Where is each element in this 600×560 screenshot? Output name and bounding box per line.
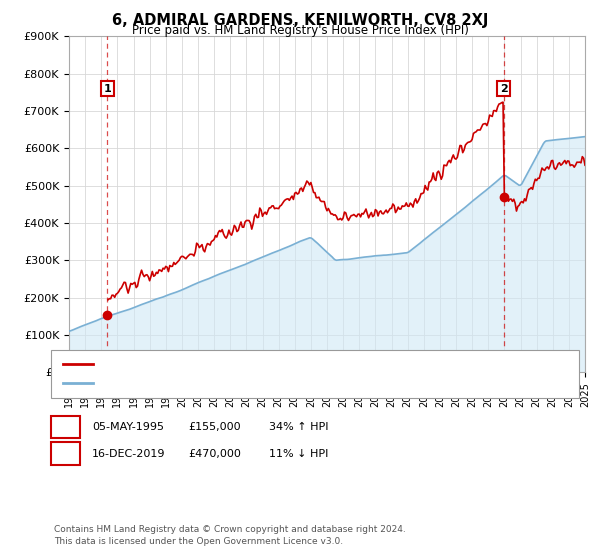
Text: 1: 1: [61, 420, 70, 433]
Text: 6, ADMIRAL GARDENS, KENILWORTH, CV8 2XJ (detached house): 6, ADMIRAL GARDENS, KENILWORTH, CV8 2XJ …: [99, 359, 430, 369]
Text: Contains HM Land Registry data © Crown copyright and database right 2024.
This d: Contains HM Land Registry data © Crown c…: [54, 525, 406, 546]
Text: 16-DEC-2019: 16-DEC-2019: [92, 449, 166, 459]
Text: 05-MAY-1995: 05-MAY-1995: [92, 422, 164, 432]
Text: HPI: Average price, detached house, Warwick: HPI: Average price, detached house, Warw…: [99, 379, 335, 389]
Text: 11% ↓ HPI: 11% ↓ HPI: [269, 449, 328, 459]
Text: Price paid vs. HM Land Registry's House Price Index (HPI): Price paid vs. HM Land Registry's House …: [131, 24, 469, 37]
Text: 6, ADMIRAL GARDENS, KENILWORTH, CV8 2XJ: 6, ADMIRAL GARDENS, KENILWORTH, CV8 2XJ: [112, 13, 488, 28]
Text: 1: 1: [103, 83, 111, 94]
Text: £155,000: £155,000: [188, 422, 241, 432]
Text: 2: 2: [500, 83, 508, 94]
Text: 34% ↑ HPI: 34% ↑ HPI: [269, 422, 328, 432]
Text: £470,000: £470,000: [188, 449, 241, 459]
Text: 2: 2: [61, 447, 70, 460]
